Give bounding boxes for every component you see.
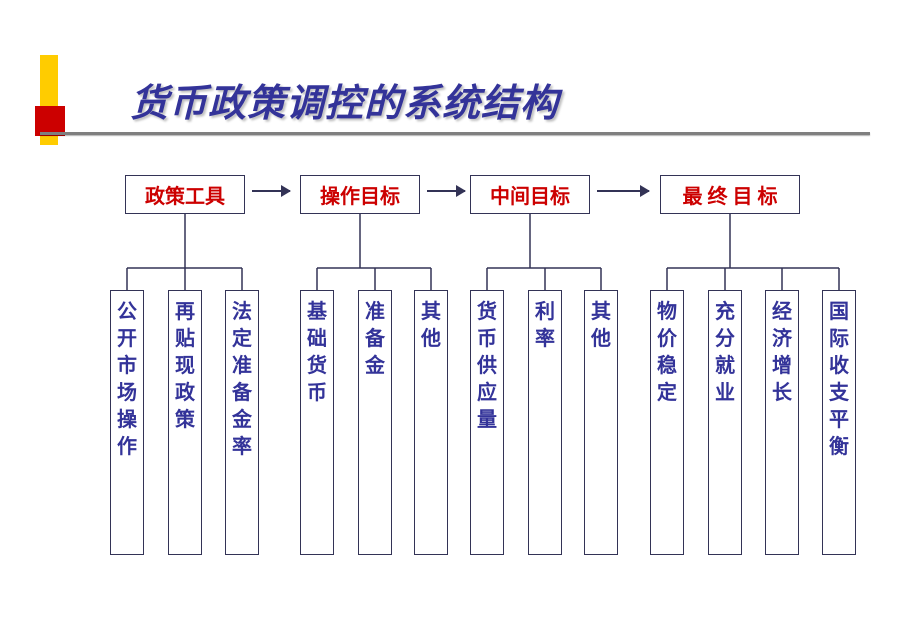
arrow <box>427 190 465 192</box>
category-box: 政策工具 <box>125 175 245 214</box>
leaf-box: 再贴现政策 <box>168 290 202 555</box>
slide-title: 货币政策调控的系统结构 <box>130 72 559 127</box>
leaf-box: 利率 <box>528 290 562 555</box>
leaf-box: 经济增长 <box>765 290 799 555</box>
leaf-box: 物价稳定 <box>650 290 684 555</box>
title-underline <box>40 132 870 135</box>
leaf-box: 其他 <box>584 290 618 555</box>
arrow <box>597 190 649 192</box>
arrow <box>252 190 290 192</box>
leaf-box: 基础货币 <box>300 290 334 555</box>
leaf-box: 准备金 <box>358 290 392 555</box>
leaf-box: 其他 <box>414 290 448 555</box>
leaf-box: 充分就业 <box>708 290 742 555</box>
leaf-box: 国际收支平衡 <box>822 290 856 555</box>
category-box: 最 终 目 标 <box>660 175 800 214</box>
category-box: 中间目标 <box>470 175 590 214</box>
leaf-box: 公开市场操作 <box>110 290 144 555</box>
leaf-box: 法定准备金率 <box>225 290 259 555</box>
category-box: 操作目标 <box>300 175 420 214</box>
leaf-box: 货币供应量 <box>470 290 504 555</box>
